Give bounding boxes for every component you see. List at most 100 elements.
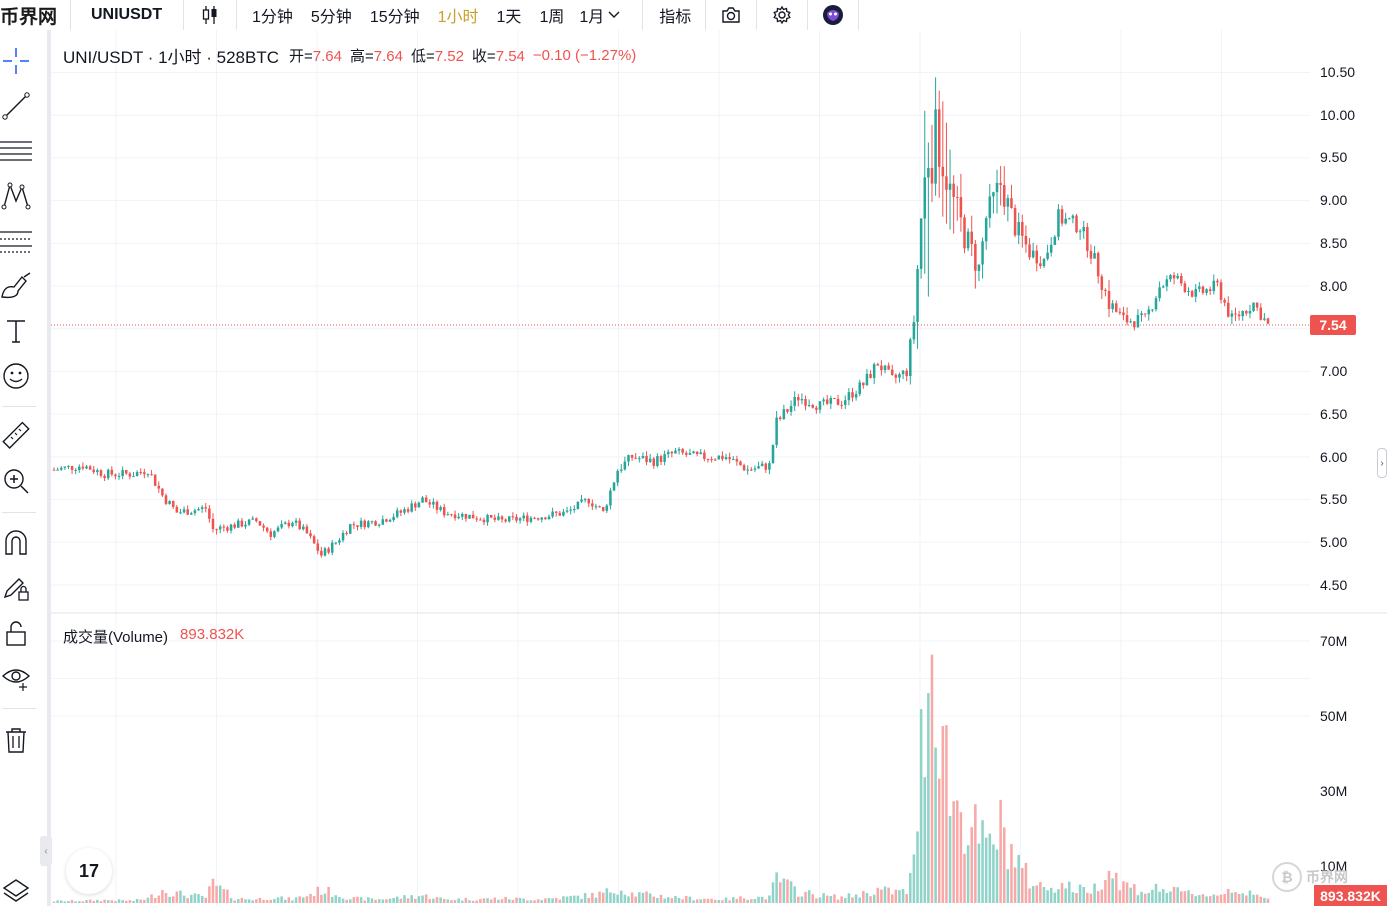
snapshot-button[interactable] [706, 0, 756, 30]
volume-bar [338, 896, 341, 903]
candle-down [728, 457, 731, 460]
lock-all-tool[interactable] [0, 617, 32, 649]
candle-down [735, 459, 739, 462]
scroll-right-button[interactable]: › [1377, 448, 1387, 478]
volume-label[interactable]: 成交量(Volume) [63, 629, 169, 646]
volume-bar [1118, 890, 1122, 903]
volume-bar [96, 899, 99, 903]
volume-bar [797, 896, 800, 903]
magnet-tool[interactable] [0, 527, 32, 559]
layers-icon [2, 879, 30, 902]
candle-up [1046, 252, 1049, 259]
interval-1m[interactable]: 1分钟 [252, 9, 293, 26]
volume-bar [695, 899, 699, 903]
symbol-selector[interactable]: UNIUSDT [91, 6, 163, 23]
crosshair-tool[interactable] [0, 45, 32, 77]
zoom-tool[interactable] [0, 465, 32, 497]
volume-bar [327, 886, 330, 903]
volume-bar [171, 896, 175, 903]
volume-bar [807, 890, 811, 903]
volume-bar [197, 894, 200, 903]
volume-bar [218, 885, 222, 903]
volume-bar [56, 900, 59, 903]
trendline-tool[interactable] [0, 90, 32, 122]
candle-down [526, 515, 529, 522]
candle-up [1064, 218, 1067, 224]
price-axis-label: 8.00 [1320, 278, 1348, 294]
candle-down [1107, 290, 1111, 309]
interval-1d[interactable]: 1天 [496, 9, 522, 26]
horizontal-lines-tool[interactable] [0, 135, 32, 167]
interval-15m[interactable]: 15分钟 [369, 9, 420, 26]
low-label: 低= [410, 48, 435, 65]
candle-down [479, 519, 482, 521]
volume-bar [728, 900, 731, 903]
volume-bar [229, 898, 233, 903]
volume-bar [103, 899, 106, 903]
brush-tool[interactable] [0, 270, 32, 302]
candle-down [721, 455, 724, 460]
emoji-tool[interactable] [0, 360, 32, 392]
volume-bar [200, 895, 204, 903]
candle-up [782, 409, 786, 419]
volume-bar [919, 709, 923, 903]
tradingview-logo[interactable]: 17 [66, 848, 112, 894]
volume-bar [656, 898, 659, 903]
ruler-tool[interactable] [0, 420, 32, 452]
candle-up [1194, 288, 1198, 297]
fib-tool[interactable] [0, 225, 32, 257]
volume-bar [912, 854, 916, 903]
object-tree-tool[interactable] [0, 875, 32, 906]
volume-bar [565, 896, 569, 903]
pattern-tool[interactable] [0, 180, 32, 212]
volume-bar [706, 898, 710, 903]
candle-down [804, 398, 807, 406]
volume-bar [862, 890, 865, 903]
volume-bar [359, 897, 363, 903]
candle-down [1024, 235, 1028, 245]
theme-button[interactable] [808, 0, 858, 30]
volume-bar [1031, 886, 1035, 903]
candle-up [757, 466, 760, 469]
candle-up [247, 519, 251, 525]
candle-up [1169, 275, 1172, 280]
candle-down [815, 407, 818, 410]
volume-bar [789, 881, 793, 903]
volume-bar [367, 897, 370, 903]
toolbar-scrollbar[interactable] [47, 30, 51, 906]
candle-down [320, 550, 323, 556]
candle-up [190, 513, 193, 515]
volume-bar [587, 897, 591, 903]
text-tool[interactable] [0, 315, 32, 347]
chart-type-button[interactable] [184, 5, 236, 25]
chart-title[interactable]: UNI/USDT · 1小时 · 528BTC [63, 48, 280, 67]
candle-up [984, 218, 988, 242]
candle-down [81, 466, 85, 469]
volume-bar [139, 899, 142, 903]
interval-1w[interactable]: 1周 [539, 9, 565, 26]
site-logo[interactable]: 币界网 [0, 6, 58, 28]
volume-bar [489, 899, 493, 903]
candle-down [645, 455, 648, 463]
lock-drawing-tool[interactable] [0, 572, 32, 604]
volume-bar [121, 900, 124, 903]
candle-up [291, 522, 294, 527]
candlesticks [52, 77, 1270, 558]
candle-down [175, 506, 179, 513]
volume-bar [1114, 872, 1118, 903]
volume-bar [663, 898, 666, 903]
delete-drawings-tool[interactable] [0, 724, 32, 756]
candle-up [912, 322, 916, 340]
collapse-toolbar-button[interactable]: ‹ [40, 836, 52, 866]
interval-more-dropdown[interactable]: 1月 [573, 3, 626, 27]
settings-button[interactable] [757, 0, 807, 30]
interval-1h[interactable]: 1小时 [437, 9, 479, 26]
candle-up [540, 517, 544, 520]
divider [642, 0, 644, 30]
hide-drawings-tool[interactable] [0, 662, 32, 694]
volume-bar [385, 899, 388, 903]
indicators-button[interactable]: 指标 [659, 9, 692, 26]
candle-up [847, 392, 851, 401]
interval-5m[interactable]: 5分钟 [310, 9, 352, 26]
